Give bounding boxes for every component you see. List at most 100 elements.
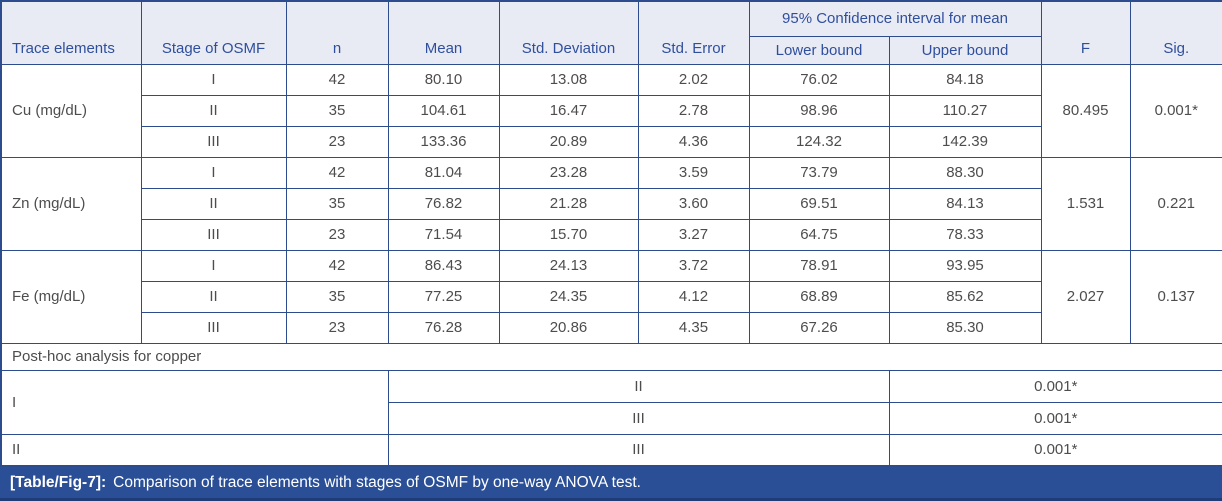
- cell-n: 23: [285, 218, 389, 251]
- posthoc-pvalue: 0.001*: [888, 369, 1222, 403]
- cell-lb: 78.91: [748, 249, 890, 282]
- cell-ub: 110.27: [888, 94, 1042, 127]
- col-header-ci-group: 95% Confidence interval for mean: [748, 0, 1042, 37]
- cell-sd: 16.47: [498, 94, 639, 127]
- cell-ub: 78.33: [888, 218, 1042, 251]
- cell-sd: 24.13: [498, 249, 639, 282]
- cell-n: 42: [285, 249, 389, 282]
- cell-sd: 15.70: [498, 218, 639, 251]
- cell-n: 23: [285, 311, 389, 344]
- posthoc-pvalue: 0.001*: [888, 433, 1222, 467]
- col-header-mean: Mean: [387, 0, 500, 65]
- cell-ub: 84.18: [888, 63, 1042, 96]
- table-row: II 35 76.82 21.28 3.60 69.51 84.13: [1, 187, 1222, 220]
- table-row: Fe (mg/dL) I 42 86.43 24.13 3.72 78.91 9…: [0, 249, 1222, 344]
- posthoc-group1: II: [0, 433, 389, 467]
- cell-sig: 0.001*: [1129, 63, 1222, 158]
- header-row-1: Trace elements Stage of OSMF n Mean Std.…: [0, 0, 1222, 65]
- cell-se: 3.59: [637, 156, 750, 189]
- posthoc-pvalue: 0.001*: [888, 401, 1222, 435]
- cell-lb: 69.51: [748, 187, 890, 220]
- cell-stage: III: [140, 218, 287, 251]
- table-row: Cu (mg/dL) I 42 80.10 13.08 2.02 76.02 8…: [0, 63, 1222, 158]
- cell-mean: 71.54: [387, 218, 500, 251]
- cell-lb: 73.79: [748, 156, 890, 189]
- table-row: II 35 77.25 24.35 4.12 68.89 85.62: [1, 280, 1222, 313]
- cell-ub: 88.30: [888, 156, 1042, 189]
- table-header: Trace elements Stage of OSMF n Mean Std.…: [0, 0, 1222, 65]
- cell-lb: 124.32: [748, 125, 890, 158]
- cell-n: 35: [285, 94, 389, 127]
- cell-se: 2.02: [637, 63, 750, 96]
- cell-stage: III: [140, 125, 287, 158]
- cell-element: Fe (mg/dL): [0, 249, 142, 344]
- cell-stage: II: [140, 187, 287, 220]
- caption-text: Comparison of trace elements with stages…: [113, 473, 641, 491]
- col-header-trace-elements: Trace elements: [0, 0, 142, 65]
- cell-mean: 133.36: [387, 125, 500, 158]
- cell-f: 2.027: [1040, 249, 1131, 344]
- anova-table: Trace elements Stage of OSMF n Mean Std.…: [0, 0, 1222, 467]
- cell-se: 4.35: [637, 311, 750, 344]
- cell-sig: 0.221: [1129, 156, 1222, 251]
- cell-sd: 20.86: [498, 311, 639, 344]
- posthoc-title: Post-hoc analysis for copper: [0, 342, 1222, 371]
- posthoc-group1: I: [0, 369, 389, 435]
- cell-stage: I: [140, 63, 287, 96]
- cell-se: 4.12: [637, 280, 750, 313]
- cell-n: 42: [285, 63, 389, 96]
- cell-ub: 85.62: [888, 280, 1042, 313]
- cell-n: 35: [285, 280, 389, 313]
- cell-sd: 21.28: [498, 187, 639, 220]
- cell-f: 1.531: [1040, 156, 1131, 251]
- table-row: III 23 71.54 15.70 3.27 64.75 78.33: [1, 218, 1222, 251]
- table-body: Cu (mg/dL) I 42 80.10 13.08 2.02 76.02 8…: [0, 63, 1222, 467]
- cell-mean: 86.43: [387, 249, 500, 282]
- col-header-sig: Sig.: [1129, 0, 1222, 65]
- cell-stage: III: [140, 311, 287, 344]
- cell-stage: II: [140, 280, 287, 313]
- posthoc-group2: III: [387, 401, 890, 435]
- cell-element: Zn (mg/dL): [0, 156, 142, 251]
- cell-lb: 64.75: [748, 218, 890, 251]
- posthoc-title-row: Post-hoc analysis for copper: [0, 342, 1222, 371]
- col-header-std-error: Std. Error: [637, 0, 750, 65]
- table-row: II III 0.001*: [0, 433, 1222, 467]
- cell-se: 3.72: [637, 249, 750, 282]
- table-row: Zn (mg/dL) I 42 81.04 23.28 3.59 73.79 8…: [0, 156, 1222, 251]
- cell-n: 23: [285, 125, 389, 158]
- table-row: I II 0.001*: [0, 369, 1222, 435]
- cell-mean: 76.82: [387, 187, 500, 220]
- cell-stage: II: [140, 94, 287, 127]
- cell-lb: 67.26: [748, 311, 890, 344]
- cell-sd: 20.89: [498, 125, 639, 158]
- col-header-std-deviation: Std. Deviation: [498, 0, 639, 65]
- cell-mean: 80.10: [387, 63, 500, 96]
- cell-sig: 0.137: [1129, 249, 1222, 344]
- cell-element: Cu (mg/dL): [0, 63, 142, 158]
- posthoc-group2: II: [387, 369, 890, 403]
- caption-label: [Table/Fig-7]:: [10, 473, 107, 491]
- cell-stage: I: [140, 156, 287, 189]
- cell-sd: 24.35: [498, 280, 639, 313]
- col-header-lower-bound: Lower bound: [748, 35, 890, 65]
- col-header-n: n: [285, 0, 389, 65]
- cell-ub: 85.30: [888, 311, 1042, 344]
- cell-n: 35: [285, 187, 389, 220]
- cell-ub: 93.95: [888, 249, 1042, 282]
- cell-sd: 13.08: [498, 63, 639, 96]
- cell-lb: 68.89: [748, 280, 890, 313]
- cell-f: 80.495: [1040, 63, 1131, 158]
- header-row-2: Lower bound Upper bound: [1, 35, 1222, 65]
- table-row: II 35 104.61 16.47 2.78 98.96 110.27: [1, 94, 1222, 127]
- col-header-upper-bound: Upper bound: [888, 35, 1042, 65]
- table-row: III 23 76.28 20.86 4.35 67.26 85.30: [1, 311, 1222, 344]
- cell-se: 3.27: [637, 218, 750, 251]
- cell-mean: 104.61: [387, 94, 500, 127]
- posthoc-group2: III: [387, 433, 890, 467]
- cell-ub: 84.13: [888, 187, 1042, 220]
- table-caption: [Table/Fig-7]: Comparison of trace eleme…: [0, 467, 1222, 501]
- cell-stage: I: [140, 249, 287, 282]
- cell-lb: 76.02: [748, 63, 890, 96]
